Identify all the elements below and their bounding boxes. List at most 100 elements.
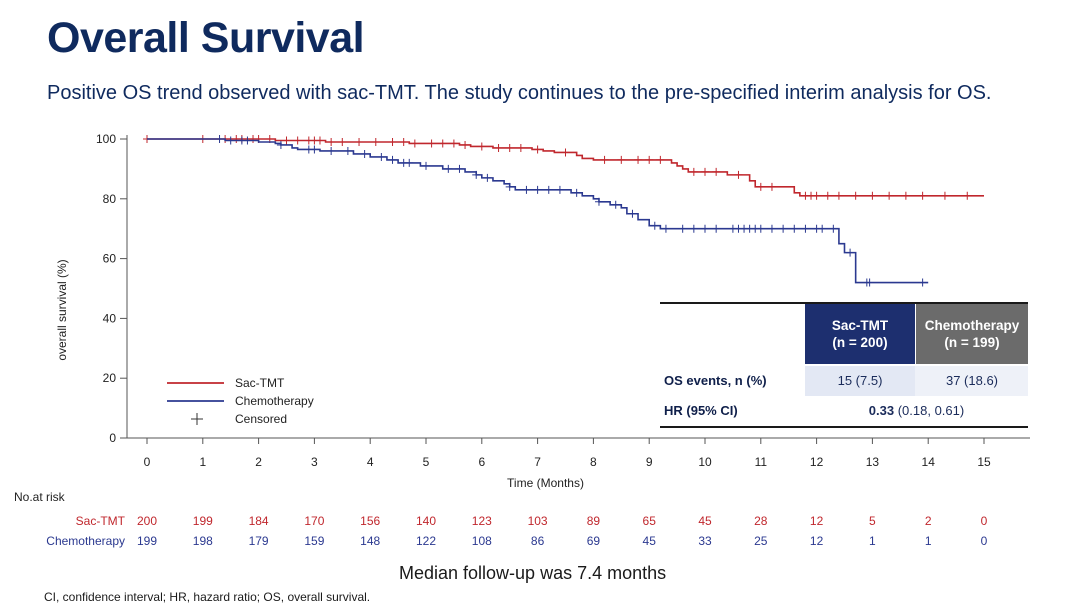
- censor-mark: [327, 137, 336, 146]
- risk-value: 123: [472, 514, 492, 528]
- y-tick-label: 100: [96, 132, 116, 146]
- censor-mark: [650, 221, 659, 230]
- x-tick-label: 8: [590, 455, 597, 469]
- censor-mark: [918, 191, 927, 200]
- x-tick-label: 7: [534, 455, 541, 469]
- legend-label-chemotherapy: Chemotherapy: [235, 394, 314, 408]
- censor-mark: [561, 148, 570, 157]
- censor-mark: [293, 136, 302, 145]
- risk-value: 148: [360, 534, 380, 548]
- risk-row-label: Chemotherapy: [46, 534, 125, 548]
- censor-mark: [472, 170, 481, 179]
- y-axis-title: overall survival (%): [55, 259, 69, 360]
- censor-mark: [712, 167, 721, 176]
- censor-mark: [444, 164, 453, 173]
- risk-value: 103: [528, 514, 548, 528]
- risk-row-label: Sac-TMT: [76, 514, 126, 528]
- row1-shade-sac: [805, 366, 915, 396]
- censor-mark: [215, 135, 224, 143]
- censor-mark: [243, 136, 252, 145]
- risk-value: 65: [643, 514, 657, 528]
- row1-chemo-value: 37 (18.6): [945, 373, 999, 388]
- risk-value: 198: [193, 534, 213, 548]
- risk-value: 199: [137, 534, 157, 548]
- risk-value: 140: [416, 514, 436, 528]
- censor-mark: [388, 137, 397, 146]
- censor-mark: [656, 155, 665, 164]
- risk-value: 200: [137, 514, 157, 528]
- y-tick-label: 20: [103, 371, 117, 385]
- censor-mark: [645, 155, 654, 164]
- censor-mark: [572, 188, 581, 197]
- risk-value: 69: [587, 534, 601, 548]
- risk-value: 179: [249, 534, 269, 548]
- x-tick-label: 4: [367, 455, 374, 469]
- x-tick-label: 1: [199, 455, 206, 469]
- censor-mark: [823, 191, 832, 200]
- y-tick-label: 80: [103, 192, 117, 206]
- risk-value: 33: [698, 534, 712, 548]
- x-tick-label: 10: [698, 455, 712, 469]
- censor-mark: [779, 224, 788, 233]
- risk-value: 1: [869, 534, 876, 548]
- x-tick-label: 6: [478, 455, 485, 469]
- row2-label: HR (95% CI): [664, 403, 738, 418]
- censor-mark: [600, 155, 609, 164]
- censor-mark: [377, 152, 386, 161]
- legend-label-censored: Censored: [235, 412, 287, 426]
- risk-value: 0: [981, 514, 988, 528]
- censor-mark: [533, 145, 542, 154]
- risk-value: 12: [810, 514, 824, 528]
- x-tick-label: 12: [810, 455, 824, 469]
- risk-value: 45: [643, 534, 657, 548]
- censor-mark: [343, 146, 352, 155]
- censor-mark: [678, 224, 687, 233]
- censor-mark: [790, 224, 799, 233]
- censor-mark: [851, 191, 860, 200]
- censor-mark: [767, 182, 776, 191]
- censor-mark: [818, 224, 827, 233]
- censor-mark: [594, 197, 603, 206]
- page-title: Overall Survival: [47, 14, 365, 62]
- censor-mark: [689, 224, 698, 233]
- censor-mark: [701, 167, 709, 176]
- censor-mark: [756, 182, 765, 191]
- y-tick-label: 0: [109, 431, 116, 445]
- censor-mark: [388, 155, 397, 164]
- censor-mark: [483, 173, 492, 182]
- risk-value: 170: [304, 514, 324, 528]
- header-chemo: Chemotherapy (n = 199): [916, 304, 1028, 364]
- censor-mark: [494, 143, 503, 152]
- risk-value: 184: [249, 514, 269, 528]
- risk-value: 0: [981, 534, 988, 548]
- censor-mark: [516, 143, 525, 152]
- table-bottom-rule: [660, 426, 1028, 428]
- censor-mark: [371, 137, 380, 146]
- censor-mark: [901, 191, 910, 200]
- censor-mark: [963, 191, 972, 200]
- censor-mark: [338, 137, 347, 146]
- censor-mark: [544, 185, 553, 194]
- censor-mark: [801, 224, 810, 233]
- risk-value: 28: [754, 514, 768, 528]
- risk-value: 86: [531, 534, 545, 548]
- x-tick-label: 14: [922, 455, 936, 469]
- y-tick-label: 60: [103, 252, 117, 266]
- risk-value: 45: [698, 514, 712, 528]
- censor-mark: [756, 224, 765, 233]
- censor-mark: [712, 224, 721, 233]
- censor-mark: [617, 155, 626, 164]
- censor-mark: [689, 167, 698, 176]
- censor-mark: [734, 170, 743, 179]
- censor-mark: [505, 182, 514, 191]
- risk-value: 199: [193, 514, 213, 528]
- censor-mark: [767, 224, 776, 233]
- censor-mark: [226, 136, 235, 145]
- row2-hr-value: 0.33 (0.18, 0.61): [805, 403, 1028, 418]
- row1-sac-value: 15 (7.5): [837, 373, 883, 388]
- km-curve-sac-tmt: [147, 138, 984, 197]
- censor-mark: [533, 185, 542, 194]
- x-axis-title: Time (Months): [507, 476, 584, 490]
- censor-mark: [360, 149, 369, 158]
